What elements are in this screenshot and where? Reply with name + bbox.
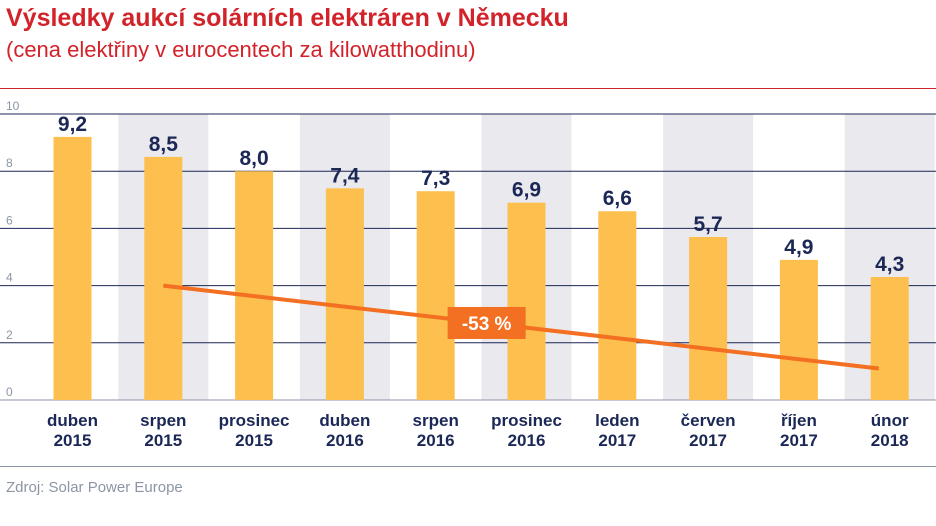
category-label: duben: [47, 411, 98, 430]
bars: [53, 136, 909, 400]
value-label: 4,3: [875, 253, 904, 276]
value-label: 6,9: [512, 179, 541, 202]
category-label: srpen: [413, 411, 459, 430]
bar-6: [598, 211, 637, 400]
category-year-label: 2017: [598, 431, 636, 450]
category-year-label: 2017: [780, 431, 818, 450]
bar-3: [325, 188, 364, 400]
value-label: 5,7: [693, 213, 722, 236]
category-year-label: 2015: [144, 431, 182, 450]
category-year-label: 2016: [326, 431, 364, 450]
value-label: 7,4: [330, 164, 360, 187]
category-label: červen: [681, 411, 736, 430]
value-labels: 9,2 8,5 8,0 7,4 7,3 6,9 6,6 5,7 4,9 4,3: [58, 113, 904, 276]
category-label: říjen: [781, 411, 817, 430]
value-label: 6,6: [603, 187, 632, 210]
value-label: 8,5: [149, 133, 179, 156]
category-label: duben: [319, 411, 370, 430]
category-year-label: 2017: [689, 431, 727, 450]
chart-subtitle: (cena elektřiny v eurocentech za kilowat…: [6, 37, 476, 62]
y-axis-ticks: 0 2 4 6 8 10: [6, 99, 20, 399]
trend-annotation: -53 %: [163, 283, 880, 371]
value-label: 7,3: [421, 167, 450, 190]
bar-5: [507, 202, 546, 400]
y-tick-label: 4: [6, 271, 13, 285]
value-label: 8,0: [239, 147, 268, 170]
category-label: prosinec: [491, 411, 562, 430]
footer-divider: [0, 466, 936, 467]
value-label: 9,2: [58, 113, 87, 136]
category-label: leden: [595, 411, 639, 430]
bar-9: [870, 277, 909, 400]
bar-chart: 0 2 4 6 8 10 9,2 8,5 8,0 7,4 7,3 6,9 6,6 5,7 4,9 4,3 d…: [0, 99, 936, 450]
bar-0: [53, 136, 92, 400]
bar-2: [235, 171, 274, 400]
y-tick-label: 8: [6, 156, 13, 170]
category-year-label: 2015: [54, 431, 92, 450]
header-divider: [0, 88, 936, 89]
y-tick-label: 0: [6, 385, 13, 399]
y-tick-label: 6: [6, 213, 13, 227]
bar-4: [416, 191, 455, 400]
category-label: prosinec: [219, 411, 290, 430]
y-tick-label: 2: [6, 328, 13, 342]
chart-title: Výsledky aukcí solárních elektráren v Ně…: [6, 4, 569, 32]
category-year-label: 2015: [235, 431, 273, 450]
category-year-label: 2016: [417, 431, 455, 450]
category-label: srpen: [140, 411, 186, 430]
y-tick-label: 10: [6, 99, 20, 113]
trend-label: -53 %: [462, 314, 512, 335]
category-year-label: 2018: [871, 431, 909, 450]
bar-1: [144, 156, 183, 400]
source-note: Zdroj: Solar Power Europe: [6, 479, 183, 496]
category-labels: duben2015srpen2015prosinec2015duben2016s…: [47, 411, 909, 450]
category-label: únor: [871, 411, 909, 430]
category-year-label: 2016: [508, 431, 546, 450]
bar-7: [689, 236, 728, 400]
trend-badge: [447, 306, 526, 339]
value-label: 4,9: [784, 236, 813, 259]
bar-8: [779, 259, 818, 400]
